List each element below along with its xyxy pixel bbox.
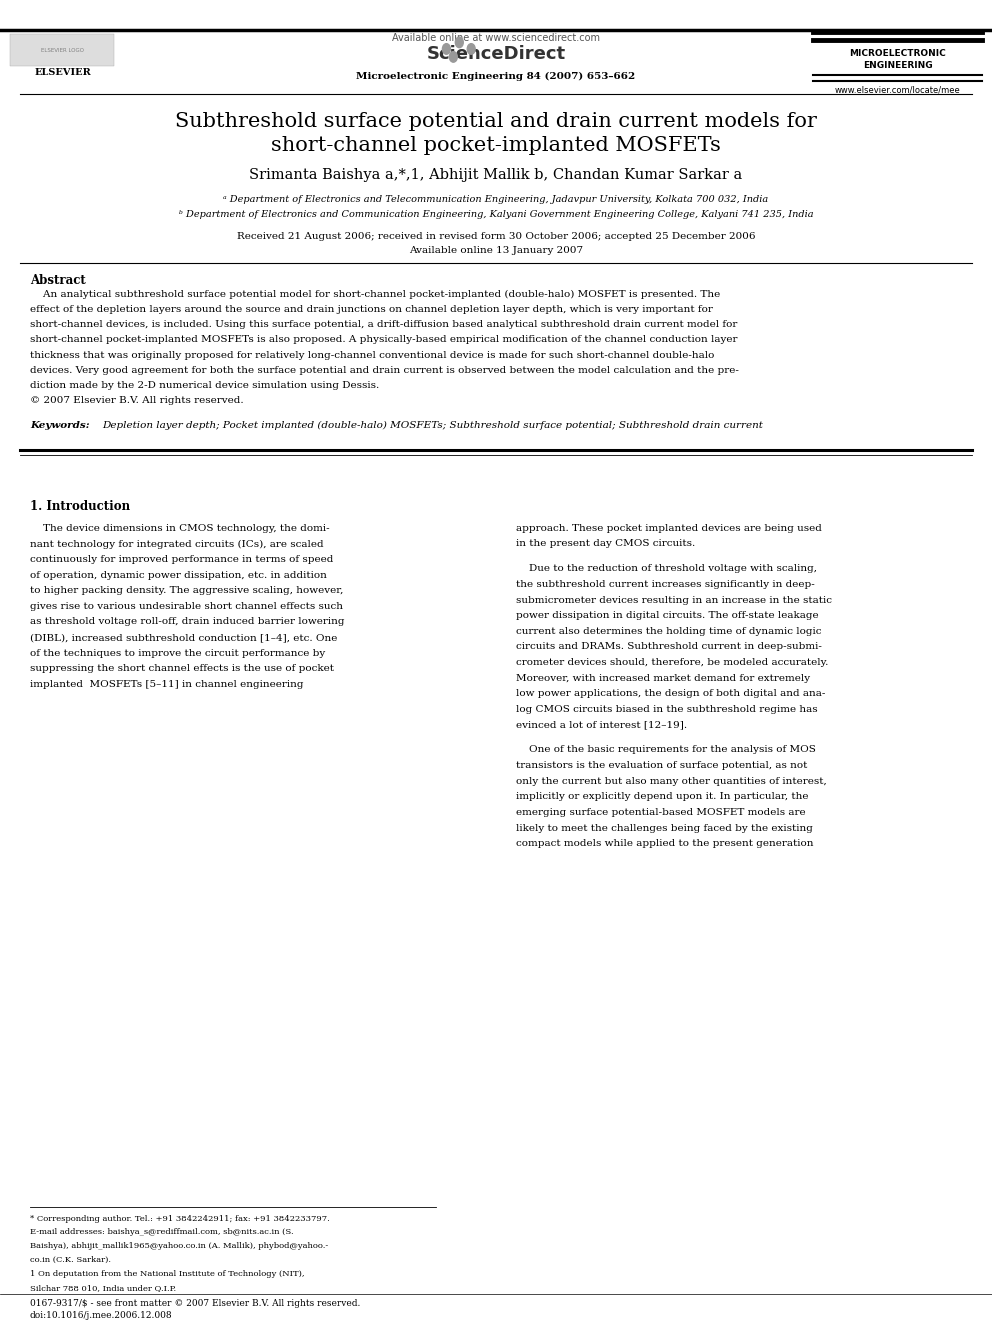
Text: Microelectronic Engineering 84 (2007) 653–662: Microelectronic Engineering 84 (2007) 65…	[356, 73, 636, 81]
Text: Received 21 August 2006; received in revised form 30 October 2006; accepted 25 D: Received 21 August 2006; received in rev…	[237, 233, 755, 241]
Text: E-mail addresses: baishya_s@rediffmail.com, sb@nits.ac.in (S.: E-mail addresses: baishya_s@rediffmail.c…	[30, 1228, 294, 1237]
Text: An analytical subthreshold surface potential model for short-channel pocket-impl: An analytical subthreshold surface poten…	[30, 290, 720, 299]
Circle shape	[442, 44, 450, 54]
Text: ScienceDirect: ScienceDirect	[427, 45, 565, 64]
Text: ELSEVIER: ELSEVIER	[34, 69, 91, 77]
Text: to higher packing density. The aggressive scaling, however,: to higher packing density. The aggressiv…	[30, 586, 343, 595]
Text: devices. Very good agreement for both the surface potential and drain current is: devices. Very good agreement for both th…	[30, 365, 739, 374]
Text: short-channel pocket-implanted MOSFETs: short-channel pocket-implanted MOSFETs	[271, 136, 721, 155]
Text: short-channel pocket-implanted MOSFETs is also proposed. A physically-based empi: short-channel pocket-implanted MOSFETs i…	[30, 335, 737, 344]
Text: implicitly or explicitly depend upon it. In particular, the: implicitly or explicitly depend upon it.…	[516, 792, 808, 802]
Text: effect of the depletion layers around the source and drain junctions on channel : effect of the depletion layers around th…	[30, 304, 712, 314]
Text: circuits and DRAMs. Subthreshold current in deep-submi-: circuits and DRAMs. Subthreshold current…	[516, 643, 821, 651]
Text: likely to meet the challenges being faced by the existing: likely to meet the challenges being face…	[516, 823, 812, 832]
Text: Subthreshold surface potential and drain current models for: Subthreshold surface potential and drain…	[175, 112, 817, 131]
Text: the subthreshold current increases significantly in deep-: the subthreshold current increases signi…	[516, 579, 814, 589]
Text: implanted  MOSFETs [5–11] in channel engineering: implanted MOSFETs [5–11] in channel engi…	[30, 680, 304, 689]
Circle shape	[455, 37, 463, 48]
Text: in the present day CMOS circuits.: in the present day CMOS circuits.	[516, 540, 695, 549]
Text: only the current but also many other quantities of interest,: only the current but also many other qua…	[516, 777, 826, 786]
Text: Baishya), abhijit_mallik1965@yahoo.co.in (A. Mallik), phybod@yahoo.-: Baishya), abhijit_mallik1965@yahoo.co.in…	[30, 1242, 328, 1250]
Text: Depletion layer depth; Pocket implanted (double-halo) MOSFETs; Subthreshold surf: Depletion layer depth; Pocket implanted …	[102, 421, 763, 430]
Text: evinced a lot of interest [12–19].: evinced a lot of interest [12–19].	[516, 721, 687, 729]
Bar	[10, 34, 114, 66]
Text: 1. Introduction: 1. Introduction	[30, 500, 130, 513]
Text: low power applications, the design of both digital and ana-: low power applications, the design of bo…	[516, 689, 825, 699]
Text: One of the basic requirements for the analysis of MOS: One of the basic requirements for the an…	[516, 745, 815, 754]
Text: MICROELECTRONIC
ENGINEERING: MICROELECTRONIC ENGINEERING	[849, 49, 946, 70]
Text: emerging surface potential-based MOSFET models are: emerging surface potential-based MOSFET …	[516, 808, 806, 816]
Text: * Corresponding author. Tel.: +91 3842242911; fax: +91 3842233797.: * Corresponding author. Tel.: +91 384224…	[30, 1215, 329, 1222]
Text: Available online 13 January 2007: Available online 13 January 2007	[409, 246, 583, 254]
Text: doi:10.1016/j.mee.2006.12.008: doi:10.1016/j.mee.2006.12.008	[30, 1311, 173, 1320]
Text: compact models while applied to the present generation: compact models while applied to the pres…	[516, 839, 813, 848]
Text: of the techniques to improve the circuit performance by: of the techniques to improve the circuit…	[30, 648, 325, 658]
Text: Abstract: Abstract	[30, 274, 85, 287]
Text: continuously for improved performance in terms of speed: continuously for improved performance in…	[30, 556, 333, 564]
Text: Moreover, with increased market demand for extremely: Moreover, with increased market demand f…	[516, 673, 809, 683]
Text: approach. These pocket implanted devices are being used: approach. These pocket implanted devices…	[516, 524, 821, 533]
Text: current also determines the holding time of dynamic logic: current also determines the holding time…	[516, 627, 821, 636]
Text: www.elsevier.com/locate/mee: www.elsevier.com/locate/mee	[835, 86, 960, 95]
Text: Keywords:: Keywords:	[30, 421, 89, 430]
Text: Due to the reduction of threshold voltage with scaling,: Due to the reduction of threshold voltag…	[516, 565, 816, 573]
Circle shape	[467, 44, 475, 54]
Text: log CMOS circuits biased in the subthreshold regime has: log CMOS circuits biased in the subthres…	[516, 705, 817, 714]
Circle shape	[449, 52, 457, 62]
Text: diction made by the 2-D numerical device simulation using Dessis.: diction made by the 2-D numerical device…	[30, 381, 379, 390]
Text: gives rise to various undesirable short channel effects such: gives rise to various undesirable short …	[30, 602, 343, 611]
Text: as threshold voltage roll-off, drain induced barrier lowering: as threshold voltage roll-off, drain ind…	[30, 618, 344, 627]
Text: crometer devices should, therefore, be modeled accurately.: crometer devices should, therefore, be m…	[516, 658, 828, 667]
Text: (DIBL), increased subthreshold conduction [1–4], etc. One: (DIBL), increased subthreshold conductio…	[30, 634, 337, 642]
Text: 1 On deputation from the National Institute of Technology (NIT),: 1 On deputation from the National Instit…	[30, 1270, 305, 1278]
Text: co.in (C.K. Sarkar).: co.in (C.K. Sarkar).	[30, 1257, 111, 1265]
Text: © 2007 Elsevier B.V. All rights reserved.: © 2007 Elsevier B.V. All rights reserved…	[30, 396, 243, 405]
Text: suppressing the short channel effects is the use of pocket: suppressing the short channel effects is…	[30, 664, 333, 673]
Text: ᵇ Department of Electronics and Communication Engineering, Kalyani Government En: ᵇ Department of Electronics and Communic…	[179, 210, 813, 218]
Text: Available online at www.sciencedirect.com: Available online at www.sciencedirect.co…	[392, 33, 600, 44]
Text: nant technology for integrated circuits (ICs), are scaled: nant technology for integrated circuits …	[30, 540, 323, 549]
Text: ᵃ Department of Electronics and Telecommunication Engineering, Jadavpur Universi: ᵃ Department of Electronics and Telecomm…	[223, 196, 769, 204]
Text: 0167-9317/$ - see front matter © 2007 Elsevier B.V. All rights reserved.: 0167-9317/$ - see front matter © 2007 El…	[30, 1299, 360, 1308]
Text: power dissipation in digital circuits. The off-state leakage: power dissipation in digital circuits. T…	[516, 611, 818, 620]
Text: thickness that was originally proposed for relatively long-channel conventional : thickness that was originally proposed f…	[30, 351, 714, 360]
Text: short-channel devices, is included. Using this surface potential, a drift-diffus: short-channel devices, is included. Usin…	[30, 320, 737, 329]
Text: transistors is the evaluation of surface potential, as not: transistors is the evaluation of surface…	[516, 761, 807, 770]
Text: of operation, dynamic power dissipation, etc. in addition: of operation, dynamic power dissipation,…	[30, 570, 326, 579]
Text: submicrometer devices resulting in an increase in the static: submicrometer devices resulting in an in…	[516, 595, 832, 605]
Text: The device dimensions in CMOS technology, the domi-: The device dimensions in CMOS technology…	[30, 524, 329, 533]
Text: Srimanta Baishya a,*,1, Abhijit Mallik b, Chandan Kumar Sarkar a: Srimanta Baishya a,*,1, Abhijit Mallik b…	[249, 168, 743, 181]
Text: ELSEVIER LOGO: ELSEVIER LOGO	[41, 48, 84, 53]
Text: Silchar 788 010, India under Q.I.P.: Silchar 788 010, India under Q.I.P.	[30, 1283, 176, 1293]
